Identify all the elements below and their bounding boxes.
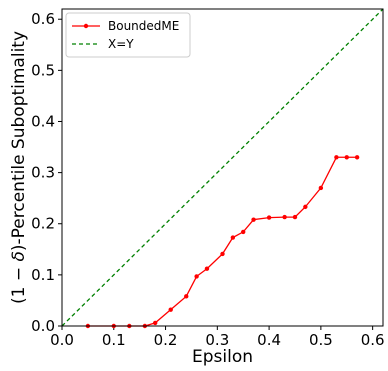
legend-label-2: X=Y <box>108 37 134 51</box>
data-point <box>194 274 199 279</box>
data-point <box>334 155 339 160</box>
data-point <box>230 235 236 240</box>
data-point <box>220 251 225 257</box>
x-tick-label: 0.0 <box>50 331 74 349</box>
data-point <box>184 294 189 299</box>
y-tick-label: 0.0 <box>31 317 55 335</box>
x-tick-label: 0.5 <box>309 331 333 349</box>
y-axis-label-delta: δ <box>9 251 29 261</box>
x-tick-label: 0.4 <box>257 331 281 349</box>
data-point <box>318 185 324 191</box>
y-tick-label: 0.5 <box>31 61 55 79</box>
x-tick-label: 0.3 <box>205 331 229 349</box>
x-axis-label: Epsilon <box>192 347 253 367</box>
data-point <box>282 214 287 220</box>
x-axis-ticks: 0.0 0.1 0.2 0.3 0.4 0.5 0.6 <box>50 326 385 349</box>
legend: BoundedME X=Y <box>65 12 191 58</box>
y-tick-label: 0.3 <box>31 164 55 182</box>
data-point <box>251 217 256 222</box>
plot-frame <box>61 8 384 327</box>
data-point <box>152 320 158 326</box>
data-point <box>168 307 173 312</box>
data-point <box>204 266 210 271</box>
series-layer <box>61 8 384 329</box>
series-line-2 <box>61 8 384 327</box>
y-axis-label: (1 − δ)-Percentile Suboptimality <box>9 31 29 304</box>
legend-marker <box>83 23 89 29</box>
y-tick-label: 0.2 <box>31 215 55 233</box>
x-tick-label: 0.6 <box>361 331 385 349</box>
legend-box <box>65 12 191 58</box>
data-point <box>303 204 308 210</box>
data-point <box>344 155 349 160</box>
y-axis-ticks: 0.0 0.1 0.2 0.3 0.4 0.5 0.6 <box>31 10 62 335</box>
data-point <box>354 155 360 160</box>
y-tick-label: 0.1 <box>31 266 55 284</box>
y-tick-label: 0.4 <box>31 112 55 130</box>
x-tick-label: 0.2 <box>154 331 178 349</box>
series-line-1 <box>87 156 358 327</box>
data-point <box>241 229 246 235</box>
data-point <box>292 214 298 220</box>
y-axis-label-part-2: )-Percentile Suboptimality <box>9 31 29 251</box>
legend-label-1: BoundedME <box>108 19 179 33</box>
y-tick-label: 0.6 <box>31 10 55 28</box>
data-point <box>266 215 272 220</box>
y-axis-label-part-1: (1 − <box>9 262 29 305</box>
x-tick-label: 0.1 <box>102 331 126 349</box>
